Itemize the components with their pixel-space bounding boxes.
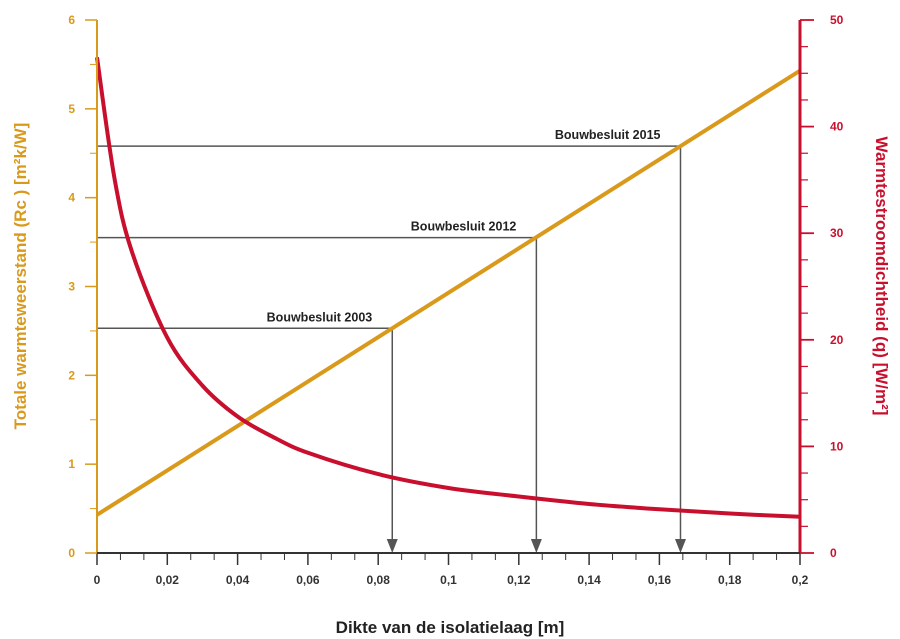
y-left-tick-label: 1 [68,457,75,471]
arrow-head [386,539,398,553]
tick-labels: 0 0,02 0,04 0,06 0,08 0,1 0,12 0,14 0,16 0,18 0,2 0… [68,13,843,587]
y-right-tick-label: 50 [830,13,844,27]
y-left-tick-label: 5 [68,102,75,116]
x-tick-label: 0,16 [648,573,672,587]
ticks [85,19,814,565]
y-left-tick-label: 4 [68,191,75,205]
x-tick-label: 0,18 [718,573,742,587]
x-tick-label: 0,04 [226,573,250,587]
series-line-left [95,68,802,517]
x-tick-label: 0,02 [156,573,180,587]
arrow-head [530,539,542,553]
annotation-label: Bouwbesluit 2003 [267,310,373,324]
y-right-tick-label: 40 [830,120,844,134]
arrow-head [674,539,686,553]
series-line-right [95,57,801,519]
y-right-tick-label: 0 [830,546,837,560]
annotations: Bouwbesluit 2003 Bouwbesluit 2012 Bouwbesl… [267,128,661,324]
y-axis-right-label: Warmtestroomdichtheid (q) [W/m²] [872,137,891,416]
annotation-label: Bouwbesluit 2012 [411,220,517,234]
y-right-tick-label: 20 [830,333,844,347]
y-left-tick-label: 0 [68,546,75,560]
y-axis-left-label: Totale warmteweerstand (Rc ) [m²k/W] [11,123,30,430]
guide-lines [97,145,686,553]
y-right-tick-label: 30 [830,226,844,240]
annotation-label: Bouwbesluit 2015 [555,128,661,142]
y-left-tick-label: 6 [68,13,75,27]
series-layer [95,57,802,519]
x-axis-label: Dikte van de isolatielaag [m] [336,618,565,637]
x-tick-label: 0,14 [577,573,601,587]
y-left-tick-label: 2 [68,368,75,382]
y-right-tick-label: 10 [830,439,844,453]
x-tick-label: 0 [94,573,101,587]
axes [96,20,802,554]
y-left-tick-label: 3 [68,280,75,294]
x-tick-label: 0,08 [367,573,391,587]
x-tick-label: 0,12 [507,573,531,587]
x-tick-label: 0,2 [792,573,809,587]
x-tick-label: 0,1 [440,573,457,587]
x-tick-label: 0,06 [296,573,320,587]
